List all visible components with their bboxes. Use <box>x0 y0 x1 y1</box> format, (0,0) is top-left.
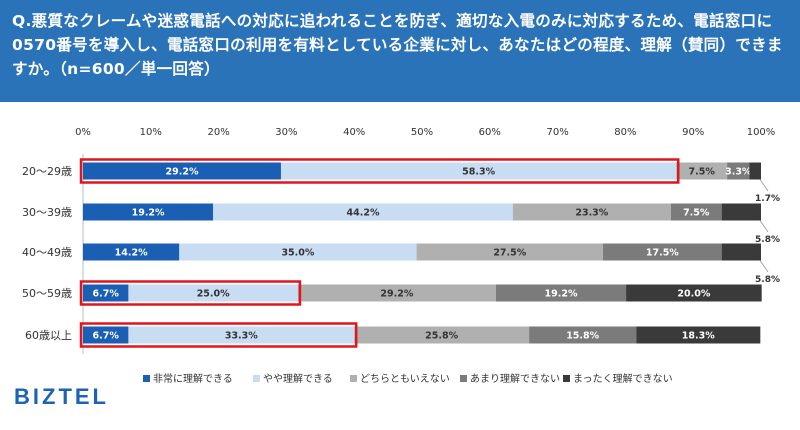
legend-label: どちらともいえない <box>360 373 450 385</box>
highlight-box <box>79 322 358 348</box>
highlight-box <box>79 158 680 184</box>
legend-swatch <box>350 375 357 382</box>
legend-swatch <box>460 375 467 382</box>
bar-segment <box>636 326 761 344</box>
x-tick-label: 100% <box>747 127 776 138</box>
legend-swatch <box>253 375 260 382</box>
brand-logo: BIZTEL <box>14 384 109 409</box>
bar-segment <box>83 284 129 302</box>
x-tick-label: 60% <box>479 127 501 138</box>
data-label: 3.3% <box>725 167 752 178</box>
data-label: 7.5% <box>683 208 710 219</box>
bar-segment <box>721 203 761 221</box>
bar-segment <box>529 326 637 344</box>
data-label: 29.2% <box>166 167 199 178</box>
bar-segment <box>354 326 530 344</box>
data-label: 44.2% <box>347 208 380 219</box>
bar-segment <box>128 326 355 344</box>
category-label: 60歳以上 <box>25 329 72 342</box>
data-label: 33.3% <box>225 331 258 342</box>
bar-segment <box>128 284 298 302</box>
bar-segment <box>512 203 671 221</box>
bar-segment <box>749 162 761 180</box>
data-label: 17.5% <box>646 248 679 259</box>
legend-swatch <box>143 375 150 382</box>
data-label: 25.8% <box>425 331 458 342</box>
legend-label: やや理解できる <box>263 372 333 385</box>
data-label: 7.5% <box>688 167 715 178</box>
data-label: 27.5% <box>493 248 526 259</box>
legend-label: まったく理解できない <box>573 372 673 385</box>
bar-segment <box>626 284 762 302</box>
bar-segment <box>83 243 180 261</box>
legend-swatch <box>563 375 570 382</box>
x-tick-label: 30% <box>275 127 297 138</box>
category-label: 50～59歳 <box>22 287 72 300</box>
bar-segment <box>83 162 281 180</box>
stacked-bar-chart: 0% 10% 20% 30% 40% 50% 60% 70% 80% 90% 100% 20～29歳 2… <box>22 127 780 385</box>
leader-line <box>759 220 769 233</box>
bar-segment <box>83 203 214 221</box>
bar-segment <box>179 243 417 261</box>
bar-segment <box>676 162 728 180</box>
bar-segment <box>603 243 722 261</box>
bar-segment <box>280 162 677 180</box>
x-tick-label: 40% <box>343 127 365 138</box>
bar-segment <box>213 203 513 221</box>
question-text: Q.悪質なクレームや迷惑電話への対応に追われることを防ぎ、適切な入電のみに対応す… <box>12 12 783 78</box>
data-label: 20.0% <box>677 289 710 300</box>
bar-segment <box>83 326 129 344</box>
bar-segment <box>416 243 604 261</box>
data-label: 5.8% <box>755 275 780 285</box>
data-label: 19.2% <box>545 289 578 300</box>
category-label: 20～29歳 <box>22 165 72 178</box>
bar-segment <box>721 243 761 261</box>
data-label: 6.7% <box>93 331 120 342</box>
data-label: 58.3% <box>462 167 495 178</box>
data-label: 19.2% <box>132 208 165 219</box>
data-label: 18.3% <box>682 331 715 342</box>
x-tick-label: 80% <box>614 127 636 138</box>
data-label: 14.2% <box>115 248 148 259</box>
leader-line <box>759 260 769 273</box>
leader-line <box>759 179 769 192</box>
highlight-box <box>79 280 302 306</box>
data-label: 6.7% <box>93 289 120 300</box>
data-label: 25.0% <box>197 289 230 300</box>
legend-label: 非常に理解できる <box>153 372 233 385</box>
chart-area: 0% 10% 20% 30% 40% 50% 60% 70% 80% 90% 100% 20～29歳 2… <box>0 102 800 426</box>
x-tick-label: 10% <box>140 127 162 138</box>
data-label: 29.2% <box>380 289 413 300</box>
x-tick-label: 70% <box>546 127 568 138</box>
data-label: 1.7% <box>755 194 780 204</box>
data-label: 15.8% <box>566 331 599 342</box>
bar-segment <box>495 284 627 302</box>
bar-segment <box>297 284 496 302</box>
legend-label: あまり理解できない <box>470 372 560 385</box>
category-label: 30～39歳 <box>22 206 72 219</box>
data-label: 23.3% <box>575 208 608 219</box>
data-label: 5.8% <box>755 235 780 245</box>
x-tick-label: 50% <box>411 127 433 138</box>
x-tick-label: 20% <box>207 127 229 138</box>
question-header: Q.悪質なクレームや迷惑電話への対応に追われることを防ぎ、適切な入電のみに対応す… <box>0 0 800 102</box>
bar-segment <box>670 203 722 221</box>
x-tick-label: 90% <box>682 127 704 138</box>
data-label: 35.0% <box>281 248 314 259</box>
bar-segment <box>727 162 750 180</box>
category-label: 40～49歳 <box>22 246 72 259</box>
x-tick-label: 0% <box>75 127 91 138</box>
